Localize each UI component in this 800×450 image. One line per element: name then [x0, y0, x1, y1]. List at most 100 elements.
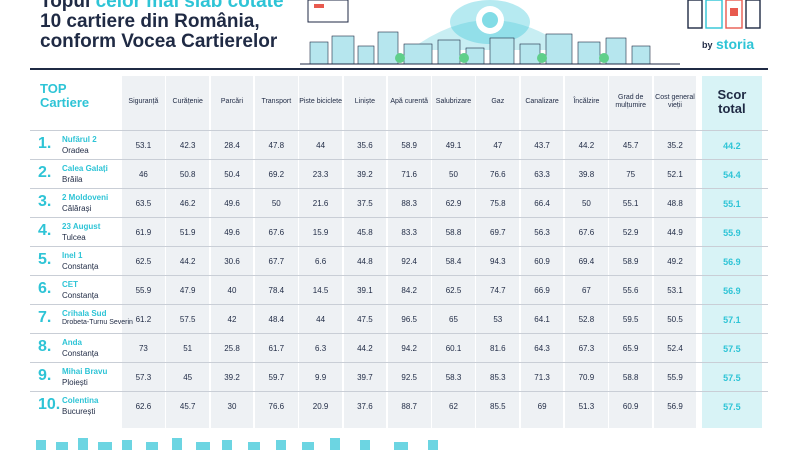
table-cell: 49.6 [224, 199, 240, 208]
title-line-1: Topul celor mai slab cotate [40, 0, 340, 12]
table-cell: 63.3 [534, 170, 550, 179]
column-header: Grad de mulțumire [615, 94, 647, 109]
table-cell: 50 [271, 199, 281, 208]
table-cell: 60.9 [534, 257, 550, 266]
table-cell: 53 [493, 315, 503, 324]
rank-number: 2. [38, 164, 52, 181]
table-cell: 57.5 [179, 315, 196, 324]
table-cell: 84.2 [401, 286, 417, 295]
city-name: Constanța [62, 349, 99, 358]
table-cell: 71.6 [401, 170, 417, 179]
rank-number: 4. [38, 222, 52, 239]
column-band [254, 76, 298, 428]
rank-number: 10. [38, 396, 61, 413]
column-band [122, 76, 165, 428]
table-cell: 58.8 [622, 373, 639, 382]
table-cell: 45.7 [622, 141, 639, 150]
table-cell: 46 [138, 170, 148, 179]
city-name: Tulcea [62, 233, 86, 242]
score-total-cell: 57.5 [723, 372, 741, 383]
column-header: Cost general vieții [655, 94, 695, 109]
column-band [343, 76, 387, 428]
table-cell: 49.6 [224, 228, 240, 237]
table-cell: 61.9 [135, 228, 152, 237]
table-cell: 75 [626, 170, 636, 179]
column-header: Siguranță [128, 98, 159, 105]
column-header: Liniște [354, 98, 376, 105]
column-header: Gaz [491, 98, 505, 105]
city-name: Călărași [62, 204, 92, 213]
neighborhood-name: Inel 1 [62, 251, 83, 260]
table-cell: 53.1 [667, 286, 683, 295]
table-row: 8. Anda Constanța 73 51 25.8 61.7 6.3 44.2 94.2 60… [30, 333, 768, 362]
table-cell: 40 [227, 286, 237, 295]
table-cell: 65 [449, 315, 458, 324]
table-cell: 30.6 [224, 257, 240, 266]
table-cell: 47.9 [179, 286, 196, 295]
table-cell: 44.8 [357, 257, 373, 266]
table-row: 5. Inel 1 Constanța 62.5 44.2 30.6 67.7 6.6 44.8… [30, 246, 768, 275]
table-row: 4. 23 August Tulcea 61.9 51.9 49.6 67.6 15.9 45.… [30, 217, 768, 246]
table-row: 10. Colentina București 62.6 45.7 30 76.6 20.9 3… [30, 391, 768, 420]
score-total-cell: 57.5 [723, 343, 741, 354]
table-row: 1. Nufărul 2 Oradea 53.1 42.3 28.4 47.8 44 35.6 5… [30, 130, 768, 159]
table-cell: 88.7 [401, 402, 417, 411]
top-cartiere-label: TOP Cartiere [40, 82, 89, 110]
table-cell: 44.2 [357, 344, 373, 353]
top-label-line-2: Cartiere [40, 95, 90, 110]
score-total-cell: 56.9 [723, 285, 741, 296]
ranking-table: TOP Cartiere Siguranță Curățenie Parcări Tr… [30, 68, 768, 428]
table-cell: 64.3 [534, 344, 550, 353]
header: Topul celor mai slab cotate 10 cartiere … [0, 0, 800, 66]
table-cell: 44 [316, 141, 326, 150]
column-header: Canalizare [525, 98, 559, 105]
table-row: 3. 2 Moldoveni Călărași 63.5 46.2 49.6 50 21.6 3… [30, 188, 768, 217]
table-cell: 52.9 [622, 228, 639, 237]
table-cell: 58.4 [445, 257, 462, 266]
table-cell: 92.4 [401, 257, 417, 266]
rank-number: 3. [38, 193, 52, 210]
table-cell: 47.8 [268, 141, 285, 150]
column-header: Încălzire [573, 98, 600, 105]
table-cell: 47.5 [357, 315, 373, 324]
table-cell: 88.3 [401, 199, 417, 208]
table-cell: 43.7 [534, 141, 550, 150]
city-name: Constanța [62, 262, 99, 271]
table-cell: 50 [581, 199, 591, 208]
city-skyline-illustration [300, 0, 680, 65]
score-total-cell: 57.1 [723, 314, 741, 325]
score-total-cell: 55.9 [723, 227, 741, 238]
table-cell: 92.5 [401, 373, 417, 382]
neighborhood-name: Colentina [62, 396, 99, 405]
table-cell: 42.3 [179, 141, 196, 150]
table-cell: 67.7 [268, 257, 285, 266]
table-cell: 58.8 [445, 228, 462, 237]
column-header: Parcări [220, 98, 244, 105]
column-band [210, 76, 254, 428]
footer-decoration [36, 438, 438, 450]
score-total-header: Scor total [702, 76, 762, 128]
table-row: 7. Crihala Sud Drobeta-Turnu Severin 61.2 57… [30, 304, 768, 333]
table-cell: 45.7 [179, 402, 196, 411]
city-name: Drobeta-Turnu Severin [62, 319, 133, 326]
table-cell: 30 [227, 402, 237, 411]
table-cell: 60.9 [622, 402, 639, 411]
table-cell: 55.9 [667, 373, 683, 382]
column-band [520, 76, 564, 428]
column-header: Piste biciclete [299, 98, 342, 105]
column-band [166, 76, 210, 428]
table-cell: 50.5 [667, 315, 683, 324]
neighborhood-name: Anda [62, 338, 82, 347]
table-cell: 35.2 [667, 141, 683, 150]
table-cell: 76.6 [268, 402, 285, 411]
score-total-cell: 54.4 [723, 169, 741, 180]
column-band [653, 76, 697, 428]
city-name: Constanța [62, 291, 99, 300]
table-row: 6. CET Constanța 55.9 47.9 40 78.4 14.5 39.1 84.2… [30, 275, 768, 304]
rank-number: 9. [38, 367, 52, 384]
table-cell: 45 [183, 373, 193, 382]
table-cell: 71.3 [534, 373, 550, 382]
table-cell: 35.6 [357, 141, 373, 150]
table-cell: 81.6 [490, 344, 506, 353]
table-cell: 65.9 [622, 344, 639, 353]
